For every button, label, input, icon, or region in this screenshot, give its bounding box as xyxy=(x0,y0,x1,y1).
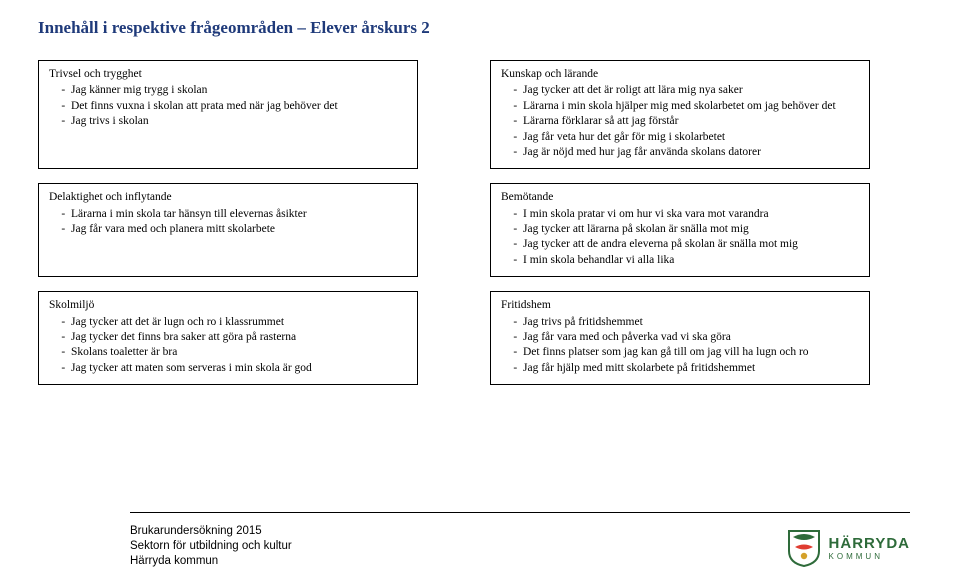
list-item: I min skola behandlar vi alla lika xyxy=(523,253,859,267)
list-item: Jag tycker det finns bra saker att göra … xyxy=(71,330,407,344)
row-1: Trivsel och trygghet Jag känner mig tryg… xyxy=(38,60,922,169)
row-2: Delaktighet och inflytande Lärarna i min… xyxy=(38,183,922,277)
box-title: Kunskap och lärande xyxy=(501,67,859,81)
box-bemotande: Bemötande I min skola pratar vi om hur v… xyxy=(490,183,870,277)
list-item: Lärarna i min skola tar hänsyn till elev… xyxy=(71,207,407,221)
page-title: Innehåll i respektive frågeområden – Ele… xyxy=(38,18,922,38)
logo-sub: KOMMUN xyxy=(829,552,910,561)
box-title: Bemötande xyxy=(501,190,859,204)
box-title: Trivsel och trygghet xyxy=(49,67,407,81)
list-item: Jag får hjälp med mitt skolarbete på fri… xyxy=(523,361,859,375)
box-trivsel: Trivsel och trygghet Jag känner mig tryg… xyxy=(38,60,418,169)
footer-line: Brukarundersökning 2015 xyxy=(130,524,292,539)
footer-line: Härryda kommun xyxy=(130,554,292,569)
list-item: Jag tycker att de andra eleverna på skol… xyxy=(523,237,859,251)
shield-icon xyxy=(787,529,821,567)
list-item: Jag får vara med och påverka vad vi ska … xyxy=(523,330,859,344)
logo-wordmark: HÄRRYDA KOMMUN xyxy=(829,535,910,561)
list-item: I min skola pratar vi om hur vi ska vara… xyxy=(523,207,859,221)
box-title: Fritidshem xyxy=(501,298,859,312)
footer-rule xyxy=(130,512,910,513)
content-rows: Trivsel och trygghet Jag känner mig tryg… xyxy=(38,60,922,385)
list-item: Jag tycker att det är lugn och ro i klas… xyxy=(71,315,407,329)
row-3: Skolmiljö Jag tycker att det är lugn och… xyxy=(38,291,922,385)
list-item: Det finns vuxna i skolan att prata med n… xyxy=(71,99,407,113)
list-item: Jag tycker att maten som serveras i min … xyxy=(71,361,407,375)
list-item: Jag får vara med och planera mitt skolar… xyxy=(71,222,407,236)
list-item: Jag känner mig trygg i skolan xyxy=(71,83,407,97)
list-item: Lärarna förklarar så att jag förstår xyxy=(523,114,859,128)
footer-text: Brukarundersökning 2015 Sektorn för utbi… xyxy=(130,524,292,569)
list-item: Jag trivs på fritidshemmet xyxy=(523,315,859,329)
box-kunskap: Kunskap och lärande Jag tycker att det ä… xyxy=(490,60,870,169)
list-item: Jag tycker att lärarna på skolan är snäl… xyxy=(523,222,859,236)
footer-line: Sektorn för utbildning och kultur xyxy=(130,539,292,554)
box-title: Skolmiljö xyxy=(49,298,407,312)
list-item: Det finns platser som jag kan gå till om… xyxy=(523,345,859,359)
harryda-logo: HÄRRYDA KOMMUN xyxy=(787,529,910,569)
box-delaktighet: Delaktighet och inflytande Lärarna i min… xyxy=(38,183,418,277)
box-fritidshem: Fritidshem Jag trivs på fritidshemmet Ja… xyxy=(490,291,870,385)
list-item: Jag trivs i skolan xyxy=(71,114,407,128)
logo-name: HÄRRYDA xyxy=(829,535,910,552)
box-skolmiljo: Skolmiljö Jag tycker att det är lugn och… xyxy=(38,291,418,385)
footer: Brukarundersökning 2015 Sektorn för utbi… xyxy=(130,518,910,569)
list-item: Jag är nöjd med hur jag får använda skol… xyxy=(523,145,859,159)
list-item: Jag får veta hur det går för mig i skola… xyxy=(523,130,859,144)
list-item: Jag tycker att det är roligt att lära mi… xyxy=(523,83,859,97)
list-item: Lärarna i min skola hjälper mig med skol… xyxy=(523,99,859,113)
list-item: Skolans toaletter är bra xyxy=(71,345,407,359)
box-title: Delaktighet och inflytande xyxy=(49,190,407,204)
